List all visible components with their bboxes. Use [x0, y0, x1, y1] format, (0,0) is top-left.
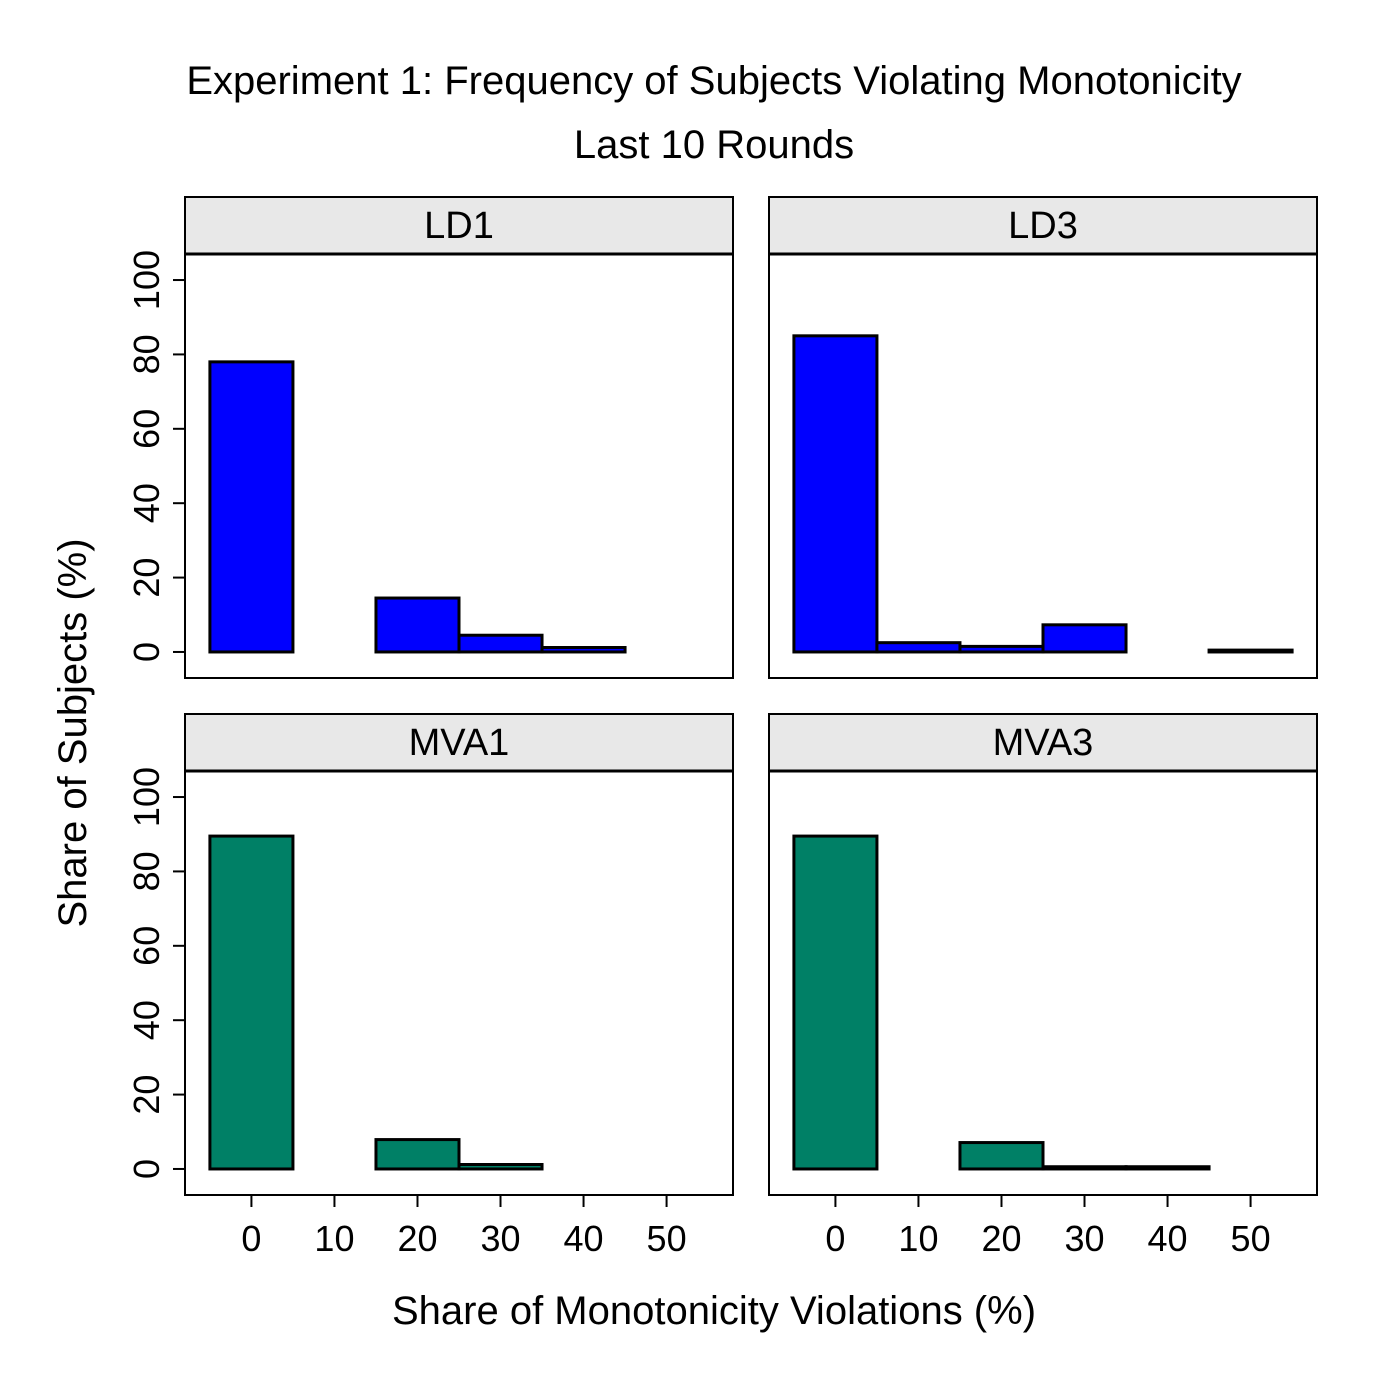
bar-ld1-40	[540, 646, 627, 654]
x-axis-title: Share of Monotonicity Violations (%)	[392, 1289, 1036, 1333]
x-tick-label-mva1-20: 20	[397, 1218, 437, 1259]
strip-label-mva3: MVA3	[993, 722, 1094, 764]
y-tick-label-mva1-0: 0	[126, 1159, 167, 1179]
x-tick-label-mva3-30: 30	[1064, 1218, 1104, 1259]
bar-ld1-0	[208, 360, 295, 654]
bar-mva3-40	[1124, 1165, 1211, 1171]
y-tick-label-ld1-20: 20	[126, 558, 167, 598]
strip-mva3	[768, 713, 1318, 772]
bar-mva3-20	[958, 1141, 1045, 1171]
bar-mva3-0	[792, 834, 879, 1171]
bar-ld3-10	[875, 641, 962, 654]
plot-frame-ld3	[768, 253, 1318, 679]
strip-label-ld1: LD1	[424, 205, 494, 247]
y-tick-label-mva1-40: 40	[126, 1000, 167, 1040]
plot-frame-mva1	[184, 770, 734, 1196]
strip-ld1	[184, 196, 734, 255]
bar-mva1-20	[374, 1138, 461, 1171]
bar-ld3-0	[792, 334, 879, 654]
x-tick-label-mva1-40: 40	[564, 1218, 604, 1259]
y-tick-label-mva1-60: 60	[126, 926, 167, 966]
bar-mva3-30	[1041, 1165, 1128, 1171]
chart-subtitle: Last 10 Rounds	[574, 123, 854, 167]
plot-frame-ld1	[184, 253, 734, 679]
bar-mva1-0	[208, 834, 295, 1171]
y-axis-title: Share of Subjects (%)	[51, 538, 95, 927]
x-tick-label-mva3-40: 40	[1148, 1218, 1188, 1259]
y-tick-label-ld1-60: 60	[126, 409, 167, 449]
y-tick-label-mva1-100: 100	[126, 767, 167, 827]
strip-label-mva1: MVA1	[409, 722, 510, 764]
x-tick-label-mva3-50: 50	[1231, 1218, 1271, 1259]
x-tick-label-mva1-30: 30	[480, 1218, 520, 1259]
panel-ld3: LD3	[768, 196, 1318, 679]
strip-label-ld3: LD3	[1008, 205, 1078, 247]
bar-mva1-30	[457, 1163, 544, 1171]
y-tick-label-mva1-20: 20	[126, 1075, 167, 1115]
bar-ld1-30	[457, 633, 544, 654]
panel-mva3: MVA3 0 10 20 30 40 50	[768, 713, 1318, 1259]
y-tick-label-ld1-0: 0	[126, 642, 167, 662]
x-tick-label-mva1-0: 0	[241, 1218, 261, 1259]
bar-ld1-20	[374, 596, 461, 654]
bar-ld3-20	[958, 644, 1045, 654]
x-tick-label-mva1-10: 10	[314, 1218, 354, 1259]
y-tick-label-ld1-100: 100	[126, 250, 167, 310]
strip-mva1	[184, 713, 734, 772]
bar-ld3-30	[1041, 623, 1128, 654]
y-tick-label-mva1-80: 80	[126, 851, 167, 891]
strip-ld3	[768, 196, 1318, 255]
x-tick-label-mva3-0: 0	[825, 1218, 845, 1259]
bar-ld3-50	[1207, 648, 1294, 654]
y-tick-label-ld1-40: 40	[126, 483, 167, 523]
x-tick-label-mva3-20: 20	[981, 1218, 1021, 1259]
chart-title: Experiment 1: Frequency of Subjects Viol…	[186, 59, 1241, 103]
plot-frame-mva3	[768, 770, 1318, 1196]
y-tick-label-ld1-80: 80	[126, 334, 167, 374]
panel-ld1: LD1 0 20 40 60 80 100	[126, 196, 734, 679]
x-tick-label-mva3-10: 10	[898, 1218, 938, 1259]
panel-mva1: MVA1 0 20 40 60 80 100 0 10 20 30 40 50	[126, 713, 734, 1259]
x-tick-label-mva1-50: 50	[647, 1218, 687, 1259]
